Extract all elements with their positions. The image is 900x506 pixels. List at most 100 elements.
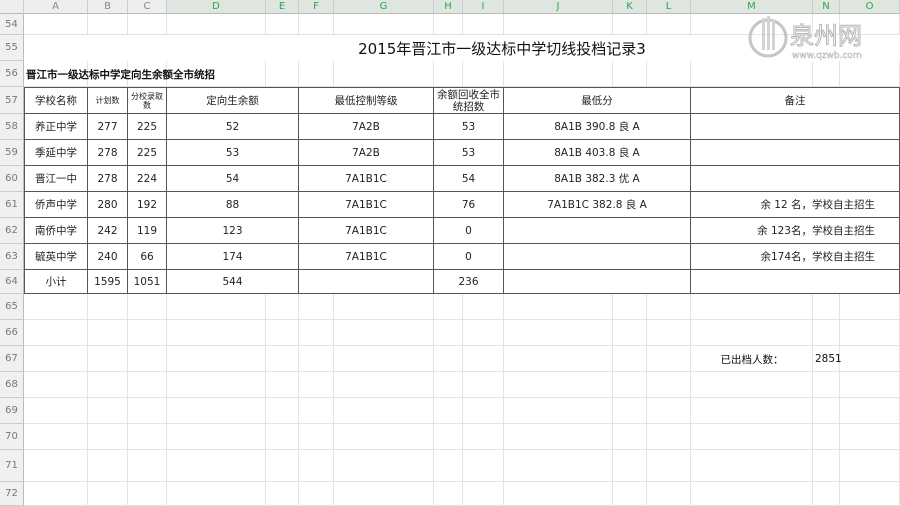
table-header-cell[interactable]: 余额回收全市统招数 [434,87,504,114]
table-cell[interactable]: 225 [128,114,167,140]
table-cell[interactable]: 1051 [128,270,167,294]
table-header-cell[interactable]: 分校录取数 [128,87,167,114]
row-header-70[interactable]: 70 [0,424,24,450]
table-cell[interactable]: 123 [167,218,299,244]
archived-count-label[interactable]: 已出档人数： [720,353,784,366]
table-cell[interactable]: 54 [434,166,504,192]
table-cell[interactable]: 8A1B 382.3 优 A [504,166,691,192]
table-cell[interactable]: 7A2B [299,114,434,140]
table-cell[interactable]: 小计 [24,270,88,294]
table-cell[interactable]: 余174名，学校自主招生 [691,244,900,270]
column-header-h[interactable]: H [434,0,463,14]
table-cell[interactable]: 174 [167,244,299,270]
table-cell[interactable]: 76 [434,192,504,218]
table-cell[interactable]: 225 [128,140,167,166]
column-header-d[interactable]: D [167,0,266,14]
table-cell[interactable]: 119 [128,218,167,244]
column-header-f[interactable]: F [299,0,334,14]
sheet-subtitle[interactable]: 晋江市一级达标中学定向生余额全市统招 [26,68,215,81]
table-cell[interactable]: 280 [88,192,128,218]
select-all-corner[interactable] [0,0,24,14]
row-header-62[interactable]: 62 [0,218,24,244]
row-header-67[interactable]: 67 [0,346,24,372]
table-cell[interactable]: 54 [167,166,299,192]
table-cell[interactable]: 7A1B1C 382.8 良 A [504,192,691,218]
table-cell[interactable]: 88 [167,192,299,218]
column-header-o[interactable]: O [840,0,900,14]
row-header-63[interactable]: 63 [0,244,24,270]
column-header-i[interactable]: I [463,0,504,14]
table-cell[interactable]: 8A1B 390.8 良 A [504,114,691,140]
table-cell[interactable]: 0 [434,244,504,270]
table-cell[interactable]: 52 [167,114,299,140]
row-header-56[interactable]: 56 [0,61,24,87]
column-header-m[interactable]: M [691,0,813,14]
column-header-k[interactable]: K [613,0,647,14]
table-cell[interactable]: 7A1B1C [299,166,434,192]
table-cell[interactable] [691,114,900,140]
table-cell[interactable]: 侨声中学 [24,192,88,218]
column-header-n[interactable]: N [813,0,840,14]
column-header-g[interactable]: G [334,0,434,14]
table-cell[interactable]: 278 [88,166,128,192]
row-header-64[interactable]: 64 [0,270,24,294]
table-cell[interactable] [504,218,691,244]
table-cell[interactable] [504,244,691,270]
table-cell[interactable] [504,270,691,294]
row-header-55[interactable]: 55 [0,35,24,61]
table-header-cell[interactable]: 备注 [691,87,900,114]
table-header-cell[interactable]: 定向生余额 [167,87,299,114]
table-cell[interactable] [691,140,900,166]
row-header-60[interactable]: 60 [0,166,24,192]
row-header-57[interactable]: 57 [0,87,24,114]
column-header-a[interactable]: A [24,0,88,14]
table-cell[interactable] [299,270,434,294]
table-cell[interactable]: 7A1B1C [299,218,434,244]
table-header-cell[interactable]: 最低控制等级 [299,87,434,114]
table-cell[interactable]: 余 12 名，学校自主招生 [691,192,900,218]
table-cell[interactable]: 季延中学 [24,140,88,166]
table-cell[interactable]: 224 [128,166,167,192]
archived-count-value[interactable]: 2851 [815,353,842,365]
row-header-58[interactable]: 58 [0,114,24,140]
row-header-54[interactable]: 54 [0,14,24,35]
table-cell[interactable]: 66 [128,244,167,270]
table-cell[interactable]: 余 123名，学校自主招生 [691,218,900,244]
row-header-59[interactable]: 59 [0,140,24,166]
row-header-65[interactable]: 65 [0,294,24,320]
table-cell[interactable]: 192 [128,192,167,218]
row-header-71[interactable]: 71 [0,450,24,482]
table-cell[interactable] [691,270,900,294]
table-cell[interactable]: 南侨中学 [24,218,88,244]
column-header-b[interactable]: B [88,0,128,14]
table-cell[interactable]: 236 [434,270,504,294]
table-cell[interactable]: 278 [88,140,128,166]
table-cell[interactable]: 277 [88,114,128,140]
table-cell[interactable]: 养正中学 [24,114,88,140]
column-header-e[interactable]: E [266,0,299,14]
table-cell[interactable]: 7A2B [299,140,434,166]
table-cell[interactable]: 53 [434,140,504,166]
table-cell[interactable]: 0 [434,218,504,244]
table-cell[interactable]: 7A1B1C [299,244,434,270]
table-cell[interactable]: 53 [167,140,299,166]
row-header-72[interactable]: 72 [0,482,24,506]
row-header-69[interactable]: 69 [0,398,24,424]
table-cell[interactable]: 544 [167,270,299,294]
table-header-cell[interactable]: 计划数 [88,87,128,114]
table-cell[interactable]: 242 [88,218,128,244]
row-header-66[interactable]: 66 [0,320,24,346]
table-cell[interactable]: 240 [88,244,128,270]
table-cell[interactable]: 晋江一中 [24,166,88,192]
column-header-j[interactable]: J [504,0,613,14]
table-cell[interactable] [691,166,900,192]
table-cell[interactable]: 53 [434,114,504,140]
row-header-61[interactable]: 61 [0,192,24,218]
table-header-cell[interactable]: 学校名称 [24,87,88,114]
table-header-cell[interactable]: 最低分 [504,87,691,114]
table-cell[interactable]: 8A1B 403.8 良 A [504,140,691,166]
row-header-68[interactable]: 68 [0,372,24,398]
column-header-c[interactable]: C [128,0,167,14]
table-cell[interactable]: 7A1B1C [299,192,434,218]
table-cell[interactable]: 毓英中学 [24,244,88,270]
